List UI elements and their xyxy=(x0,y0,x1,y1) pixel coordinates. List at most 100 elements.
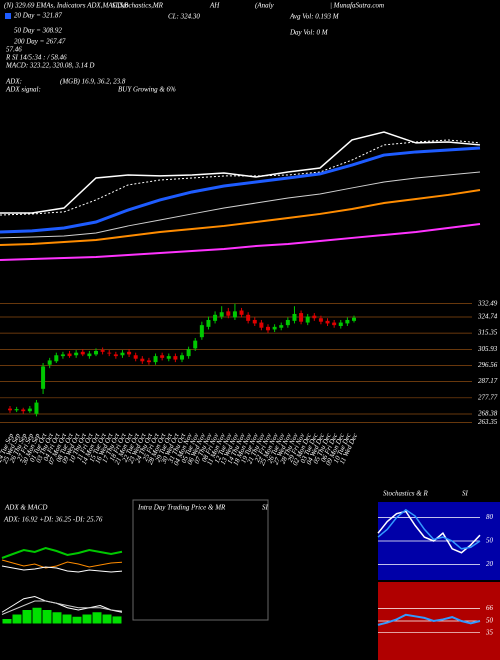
series-line xyxy=(1,600,123,615)
candle-body xyxy=(186,349,191,357)
macd-bar xyxy=(32,607,42,624)
candle-body xyxy=(299,313,304,322)
annotation: BUY Growing & 6% xyxy=(118,86,176,94)
series-line xyxy=(377,510,481,554)
macd-bar xyxy=(22,610,32,624)
candle-body xyxy=(272,326,277,330)
candle-body xyxy=(94,350,98,355)
candle-body xyxy=(213,314,218,321)
y-tick-label: 80 xyxy=(486,513,494,521)
series-line xyxy=(0,188,481,246)
candle-body xyxy=(239,310,244,315)
series-line xyxy=(1,565,123,573)
legend-swatch xyxy=(5,13,11,19)
macd-bar xyxy=(12,614,22,624)
candle-body xyxy=(305,316,310,323)
y-tick-label: 324.74 xyxy=(477,313,498,321)
candle-body xyxy=(160,355,165,358)
series-line xyxy=(0,131,481,214)
series-line xyxy=(0,139,481,216)
annotation: 50 Day = 308.92 xyxy=(14,27,62,35)
panel-title: Intra Day Trading Price & MR xyxy=(137,504,226,512)
candle-body xyxy=(113,354,118,357)
candle-body xyxy=(21,409,26,412)
panel-title: Stochastics & R xyxy=(383,490,428,498)
y-tick-label: 305.93 xyxy=(477,345,498,353)
candle-body xyxy=(266,326,270,331)
intraday-panel xyxy=(132,499,269,621)
annotation: SI,Stochastics,MR xyxy=(112,2,164,10)
candle-body xyxy=(285,319,290,326)
candle-body xyxy=(166,356,171,359)
series-line xyxy=(0,146,481,234)
candle-body xyxy=(34,402,39,414)
annotation: ADX: xyxy=(5,78,22,86)
panel-title: SI xyxy=(462,490,469,498)
candle-body xyxy=(219,312,224,317)
series-line xyxy=(1,595,123,613)
candle-body xyxy=(259,322,264,328)
candle-body xyxy=(279,325,284,328)
annotation: 20 Day = 321.87 xyxy=(14,12,62,20)
annotation: 200 Day = 267.47 xyxy=(14,38,66,46)
candle-body xyxy=(252,319,257,324)
annotation: Avg Vol: 0.193 M xyxy=(289,13,340,21)
annotation: AH xyxy=(209,2,220,10)
candle-body xyxy=(246,314,251,321)
annotation: R xyxy=(5,54,11,62)
candle-body xyxy=(67,353,72,357)
candle-body xyxy=(338,322,343,326)
macd-bar xyxy=(2,619,12,624)
macd-bar xyxy=(92,612,102,624)
annotation: SI 14/5:34 : / 58.46 xyxy=(12,54,67,62)
annotation: (N) 329.69 EMAs, Indicators ADX,MACD,B xyxy=(4,2,129,10)
macd-bar xyxy=(52,612,62,624)
candle-body xyxy=(292,313,297,321)
candle-body xyxy=(146,360,151,363)
candle-body xyxy=(352,317,356,321)
annotation: ADX signal: xyxy=(5,86,41,94)
candle-body xyxy=(153,356,158,363)
annotation: | MunafaSutra.com xyxy=(330,2,384,10)
candle-body xyxy=(54,355,59,362)
macd-bar xyxy=(112,616,122,624)
y-tick-label: 296.56 xyxy=(478,361,498,369)
annotation: (Analy xyxy=(255,2,275,10)
y-tick-label: 35 xyxy=(485,628,494,636)
series-line xyxy=(377,508,481,550)
macd-bar xyxy=(62,614,72,624)
candle-body xyxy=(173,356,178,360)
y-tick-label: 50 xyxy=(486,537,494,545)
annotation: 57.46 xyxy=(6,46,22,54)
candle-body xyxy=(120,352,125,356)
candle-body xyxy=(133,355,138,359)
candle-body xyxy=(14,409,19,411)
candle-body xyxy=(180,355,184,360)
candle-body xyxy=(100,350,105,352)
y-tick-label: 50 xyxy=(486,617,494,625)
y-tick-label: 268.38 xyxy=(478,410,498,418)
series-line xyxy=(0,171,481,239)
series-line xyxy=(377,613,481,626)
candle-body xyxy=(226,311,231,316)
y-tick-label: 277.77 xyxy=(478,393,498,401)
candle-body xyxy=(74,352,79,356)
panel-readout: ADX: 16.92 +DI: 36.25 -DI: 25.76 xyxy=(3,516,103,524)
candle-body xyxy=(60,354,65,357)
y-tick-label: 263.35 xyxy=(478,418,498,426)
macd-bar xyxy=(82,614,92,624)
series-line xyxy=(1,559,123,569)
candle-body xyxy=(140,358,145,362)
y-tick-label: 287.17 xyxy=(478,377,498,385)
annotation: Day Vol: 0 M xyxy=(289,29,329,37)
candle-body xyxy=(199,325,204,338)
series-line xyxy=(0,223,481,262)
candle-body xyxy=(127,351,132,355)
candle-body xyxy=(87,353,92,357)
candle-body xyxy=(107,352,112,354)
candle-body xyxy=(193,340,198,349)
macd-bar xyxy=(42,610,52,624)
candle-body xyxy=(232,311,237,318)
candle-body xyxy=(318,318,323,322)
